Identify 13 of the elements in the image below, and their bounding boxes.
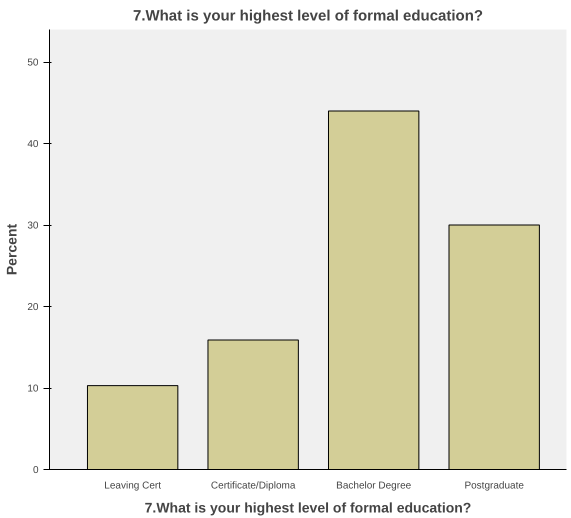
x-tick-label: Bachelor Degree xyxy=(336,480,412,492)
y-axis-title: Percent xyxy=(3,223,20,276)
y-tick-label: 20 xyxy=(27,302,39,314)
y-tick-label: 0 xyxy=(32,465,39,476)
x-tick-label: Certificate/Diploma xyxy=(210,480,296,492)
y-tick-label: 50 xyxy=(27,58,39,69)
y-tick-label: 40 xyxy=(27,139,39,150)
chart-title: 7.What is your highest level of formal education? xyxy=(132,8,484,24)
x-tick-label: Leaving Cert xyxy=(104,480,162,492)
x-tick-label: Postgraduate xyxy=(464,480,524,492)
y-tick-label: 10 xyxy=(27,384,39,395)
x-axis-title: 7.What is your highest level of formal education? xyxy=(144,500,472,516)
y-tick-label: 30 xyxy=(27,220,39,232)
